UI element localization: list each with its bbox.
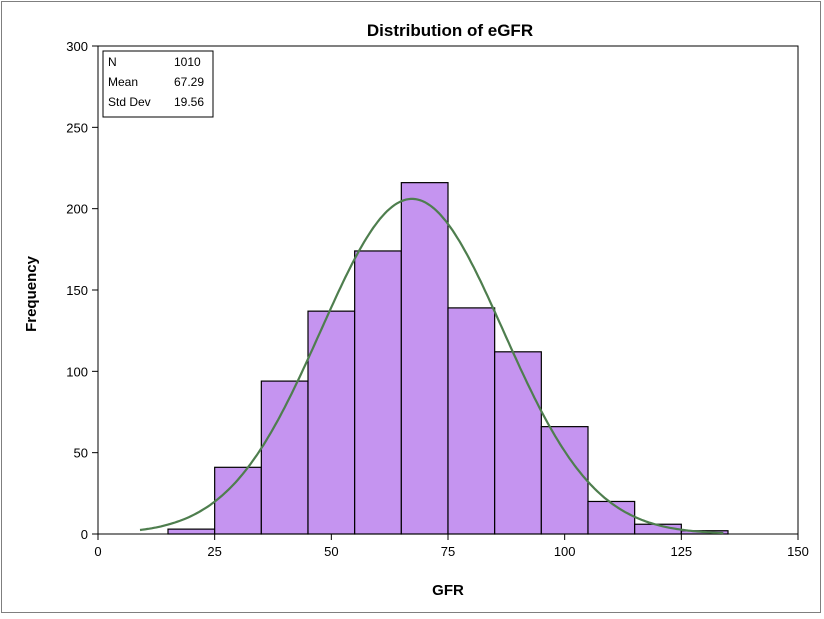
x-axis-label: GFR	[432, 582, 464, 599]
y-tick-label-250: 250	[66, 120, 88, 135]
plot-area: 0 25 50 75 100 125 150 0 50 100 150 200 250 300 N 1010 M…	[66, 39, 809, 559]
x-tick-label-0: 0	[94, 544, 101, 559]
x-tick-label-100: 100	[554, 544, 576, 559]
x-tick-label-150: 150	[787, 544, 809, 559]
histogram-bar-75-85	[447, 307, 496, 535]
y-tick-label-200: 200	[66, 202, 88, 217]
histogram-bar-85-95	[494, 351, 542, 535]
y-tick-label-150: 150	[66, 283, 88, 298]
y-axis-label: Frequency	[23, 255, 40, 332]
normal-curve	[139, 197, 724, 535]
histogram-bar-65-75	[400, 182, 449, 535]
stat-label-n: N	[108, 55, 117, 69]
histogram-bar-55-65	[354, 250, 402, 535]
y-tick-label-0: 0	[81, 527, 88, 542]
x-tick-label-75: 75	[441, 544, 455, 559]
x-tick-label-125: 125	[670, 544, 692, 559]
y-tick-label-300: 300	[66, 39, 88, 54]
stat-value-std-dev: 19.56	[174, 95, 204, 109]
stat-value-n: 1010	[174, 55, 201, 69]
stat-label-std-dev: Std Dev	[108, 95, 151, 109]
y-tick-label-100: 100	[66, 364, 88, 379]
stat-value-mean: 67.29	[174, 75, 204, 89]
histogram-bar-105-115	[587, 500, 636, 535]
chart-title: Distribution of eGFR	[367, 21, 533, 40]
x-tick-label-25: 25	[207, 544, 221, 559]
histogram-bar-95-105	[540, 426, 589, 535]
stats-box	[102, 50, 214, 118]
histogram-bar-35-45	[260, 380, 309, 535]
y-tick-label-50: 50	[74, 446, 88, 461]
histogram-bar-25-35	[214, 466, 262, 535]
x-tick-label-50: 50	[324, 544, 338, 559]
stat-label-mean: Mean	[108, 75, 138, 89]
histogram-bar-15-25	[167, 528, 216, 535]
